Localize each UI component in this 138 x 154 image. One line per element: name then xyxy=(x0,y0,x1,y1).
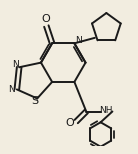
Text: N: N xyxy=(76,36,82,45)
Text: N: N xyxy=(12,60,19,69)
Text: O: O xyxy=(42,14,51,24)
Text: S: S xyxy=(31,96,39,106)
Text: O: O xyxy=(66,118,75,128)
Text: NH: NH xyxy=(99,106,113,115)
Text: N: N xyxy=(8,85,15,94)
